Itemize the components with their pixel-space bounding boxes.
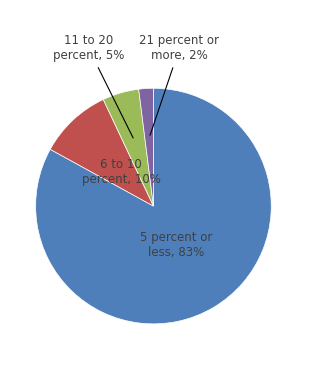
Wedge shape [36,88,271,324]
Wedge shape [103,89,153,206]
Wedge shape [50,99,153,206]
Text: 5 percent or
less, 83%: 5 percent or less, 83% [140,231,212,259]
Wedge shape [139,88,153,206]
Text: 6 to 10
percent, 10%: 6 to 10 percent, 10% [82,158,161,186]
Text: 21 percent or
more, 2%: 21 percent or more, 2% [140,34,219,135]
Text: 11 to 20
percent, 5%: 11 to 20 percent, 5% [53,34,133,138]
